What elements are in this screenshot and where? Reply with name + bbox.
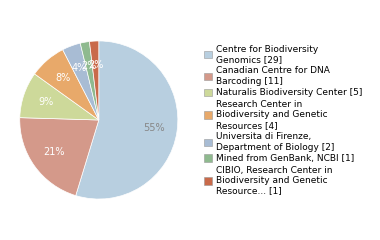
Text: 9%: 9% xyxy=(39,97,54,107)
Text: 2%: 2% xyxy=(81,60,97,71)
Wedge shape xyxy=(89,41,99,120)
Wedge shape xyxy=(80,42,99,120)
Text: 21%: 21% xyxy=(43,147,65,157)
Text: 8%: 8% xyxy=(55,73,70,83)
Legend: Centre for Biodiversity
Genomics [29], Canadian Centre for DNA
Barcoding [11], N: Centre for Biodiversity Genomics [29], C… xyxy=(204,44,362,196)
Wedge shape xyxy=(20,74,99,120)
Text: 55%: 55% xyxy=(143,123,164,133)
Wedge shape xyxy=(20,118,99,196)
Wedge shape xyxy=(35,50,99,120)
Text: 2%: 2% xyxy=(88,60,103,70)
Wedge shape xyxy=(76,41,178,199)
Text: 4%: 4% xyxy=(72,63,87,73)
Wedge shape xyxy=(63,43,99,120)
